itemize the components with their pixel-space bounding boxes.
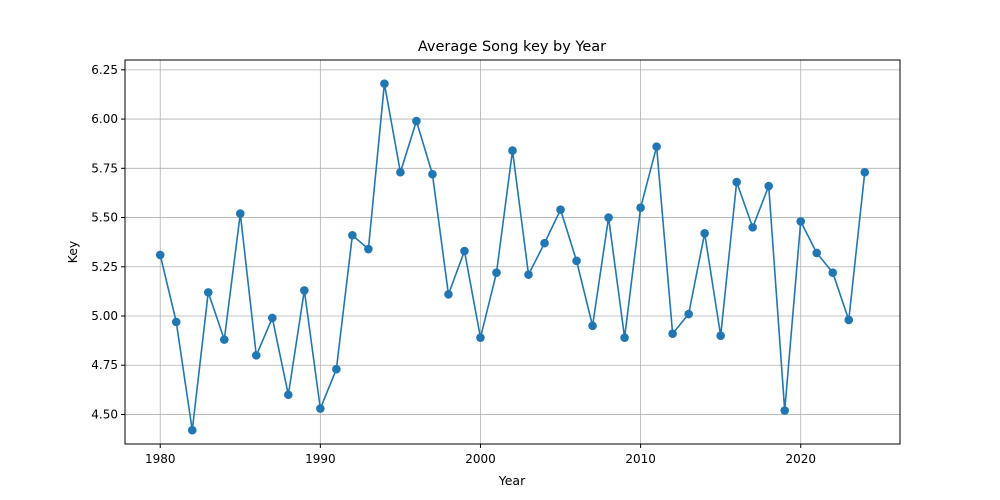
- data-point: [380, 79, 389, 88]
- data-point: [588, 321, 597, 331]
- data-point: [428, 169, 437, 179]
- data-point: [684, 309, 693, 319]
- data-point: [636, 203, 645, 212]
- data-point: [268, 313, 277, 323]
- data-point: [332, 364, 341, 374]
- x-tick-label: 2000: [465, 452, 496, 466]
- x-tick-label: 1980: [145, 452, 176, 466]
- data-point: [444, 290, 453, 299]
- data-point: [508, 146, 517, 155]
- data-point: [764, 181, 773, 191]
- data-point: [364, 244, 373, 254]
- data-point: [748, 223, 757, 232]
- data-point: [860, 167, 870, 177]
- data-point: [668, 329, 677, 339]
- data-point: [812, 248, 822, 258]
- data-point: [716, 331, 725, 340]
- data-point: [780, 406, 790, 415]
- data-point: [572, 256, 581, 266]
- data-point: [604, 213, 613, 222]
- y-tick-label: 4.50: [91, 407, 118, 421]
- chart-title: Average Song key by Year: [418, 39, 606, 55]
- data-point: [828, 268, 838, 277]
- data-point: [412, 116, 421, 126]
- data-point: [844, 315, 854, 325]
- data-point: [316, 404, 325, 413]
- y-tick-label: 6.25: [91, 63, 118, 77]
- x-tick-label: 2020: [785, 452, 816, 466]
- data-point: [732, 177, 741, 187]
- series-layer: [155, 79, 870, 435]
- data-point: [556, 205, 565, 214]
- data-point: [796, 217, 806, 226]
- y-tick-label: 5.50: [91, 211, 118, 225]
- data-point: [187, 425, 197, 435]
- data-point: [155, 250, 165, 260]
- data-point: [396, 167, 405, 177]
- y-axis-ticks: 4.50 4.75 5.00 5.25 5.50 5.75 6.00 6.25: [91, 63, 125, 421]
- y-grid: [125, 69, 900, 415]
- data-point: [171, 317, 181, 327]
- x-tick-label: 1990: [305, 452, 336, 466]
- data-point: [540, 238, 549, 248]
- data-point: [620, 333, 629, 342]
- y-tick-label: 4.75: [91, 358, 118, 372]
- data-point: [284, 390, 293, 400]
- x-axis-label: Year: [498, 473, 526, 488]
- data-point: [524, 270, 533, 279]
- data-point: [252, 351, 261, 360]
- data-point: [460, 246, 469, 256]
- y-tick-label: 5.25: [91, 260, 118, 274]
- data-point: [348, 230, 357, 240]
- data-point: [235, 209, 245, 218]
- series-line: [159, 82, 866, 432]
- x-axis-ticks: 1980 1990 2000 2010 2020: [145, 444, 816, 466]
- data-point: [219, 335, 229, 344]
- x-grid: [159, 60, 802, 444]
- data-point: [492, 268, 501, 277]
- x-tick-label: 2010: [625, 452, 656, 466]
- data-point: [700, 228, 709, 238]
- data-point: [652, 142, 661, 151]
- y-tick-label: 6.00: [91, 112, 118, 126]
- y-axis-label: Key: [65, 240, 80, 263]
- data-point: [300, 286, 309, 295]
- data-point: [203, 288, 213, 297]
- y-tick-label: 5.75: [91, 161, 118, 175]
- plot-area-frame: [124, 59, 901, 445]
- data-point: [476, 333, 485, 342]
- y-tick-label: 5.00: [91, 309, 118, 323]
